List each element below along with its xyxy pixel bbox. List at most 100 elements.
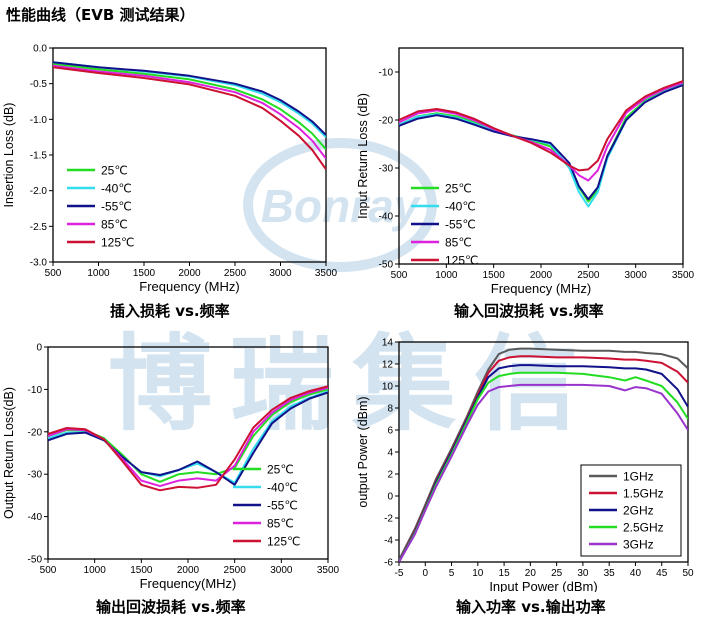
- series-line--55C: [399, 84, 683, 201]
- y-tick-label: -40: [379, 212, 394, 223]
- series-line--55C: [53, 61, 326, 136]
- y-tick-label: 8: [387, 404, 393, 415]
- caption-insertion-loss: 插入损耗 vs.频率: [110, 302, 230, 320]
- y-tick-label: -30: [379, 164, 394, 175]
- x-tick-label: 1500: [130, 565, 153, 576]
- caption-input-vs-output-power: 输入功率 vs.输出功率: [456, 598, 606, 616]
- y-tick-label: 0: [387, 492, 393, 503]
- x-tick-label: 2500: [224, 268, 247, 279]
- series-line-125C: [53, 66, 326, 170]
- x-tick-label: 3500: [315, 268, 338, 279]
- y-tick-label: -20: [379, 116, 394, 127]
- legend-label: -55℃: [445, 218, 476, 232]
- x-tick-label: 5: [449, 568, 455, 579]
- x-tick-label: 500: [40, 565, 57, 576]
- legend-label: 25℃: [101, 164, 128, 178]
- legend-label: 3GHz: [623, 538, 654, 552]
- y-tick-label: -0.5: [30, 79, 48, 90]
- legend-label: -40℃: [445, 200, 476, 214]
- y-tick-label: -2.0: [30, 186, 48, 197]
- legend-label: 2.5GHz: [623, 521, 664, 535]
- x-tick-label: 1500: [133, 268, 156, 279]
- caption-input-return-loss: 输入回波损耗 vs.频率: [454, 302, 604, 320]
- y-tick-label: -50: [379, 260, 394, 271]
- x-tick-label: 3000: [269, 268, 292, 279]
- y-tick-label: -1.5: [30, 151, 48, 162]
- x-tick-label: 1500: [483, 270, 506, 281]
- x-tick-label: 20: [525, 568, 537, 579]
- legend-label: -55℃: [267, 499, 298, 513]
- chart-output-return-loss: 500 1000 1500 2000 2500 3000 3500 0 -10 -20 -30 -40…: [2, 343, 340, 592]
- x-axis-label: Frequency (MHz): [491, 281, 591, 296]
- x-tick-label: 1000: [87, 268, 110, 279]
- y-tick-label: -4: [384, 536, 393, 547]
- chart-input-return-loss: 500 1000 1500 2000 2500 3000 3500 -10 -20 -30 -40 -…: [356, 47, 695, 296]
- legend-label: 85℃: [445, 236, 472, 250]
- y-tick-label: 4: [387, 448, 393, 459]
- chart-input-vs-output-power: -5 0 5 10 15 20 25 30 35 40 45 5014121086420-2-4-6I…: [356, 338, 694, 593]
- x-tick-label: 3000: [625, 270, 648, 281]
- y-axis-label: Input Return Loss (dB): [356, 93, 370, 219]
- legend-label: -55℃: [101, 200, 132, 214]
- y-tick-label: 14: [382, 338, 394, 349]
- legend-label: 125℃: [445, 254, 479, 268]
- x-tick-label: 35: [604, 568, 616, 579]
- y-axis-label: Insertion Loss (dB): [2, 103, 16, 208]
- x-tick-label: 2500: [577, 270, 600, 281]
- y-axis-label: Output Return Loss(dB): [2, 387, 16, 519]
- y-tick-label: 6: [387, 426, 393, 437]
- series-line-125C: [399, 80, 683, 172]
- legend-label: 25℃: [445, 182, 472, 196]
- x-tick-label: 500: [45, 268, 62, 279]
- y-tick-label: -20: [28, 427, 43, 438]
- series-line-125C: [48, 385, 328, 492]
- y-tick-label: 12: [382, 360, 394, 371]
- caption-output-return-loss: 输出回波损耗 vs.频率: [96, 598, 246, 616]
- x-tick-label: 2000: [530, 270, 553, 281]
- x-tick-label: 50: [682, 568, 694, 579]
- x-tick-label: 45: [656, 568, 668, 579]
- legend-box: [580, 464, 682, 557]
- legend-label: -40℃: [267, 481, 298, 495]
- y-tick-label: -2: [384, 514, 393, 525]
- legend-label: 85℃: [101, 218, 128, 232]
- x-tick-label: 15: [499, 568, 511, 579]
- legend-label: 1GHz: [623, 470, 654, 484]
- x-tick-label: 2000: [177, 565, 200, 576]
- x-tick-label: 2000: [178, 268, 201, 279]
- x-tick-label: -5: [395, 568, 404, 579]
- y-tick-label: -10: [379, 68, 394, 79]
- series-line--55C: [48, 391, 328, 486]
- series-line-85C: [399, 81, 683, 182]
- legend-label: -40℃: [101, 182, 132, 196]
- x-tick-label: 40: [630, 568, 642, 579]
- x-axis-label: Frequency (MHz): [139, 279, 239, 294]
- x-tick-label: 25: [551, 568, 563, 579]
- x-tick-label: 3500: [317, 565, 340, 576]
- series-line--40C: [53, 61, 326, 138]
- y-tick-label: 0.0: [33, 44, 47, 55]
- x-axis-label: Input Power (dBm): [489, 579, 597, 592]
- x-tick-label: 0: [422, 568, 428, 579]
- y-tick-label: -30: [28, 470, 43, 481]
- x-tick-label: 500: [391, 270, 408, 281]
- y-tick-label: -3.0: [30, 258, 48, 269]
- y-tick-label: -1.0: [30, 115, 48, 126]
- plot-frame: [398, 47, 684, 265]
- series-line-85C: [53, 64, 326, 160]
- y-tick-label: 2: [387, 470, 393, 481]
- series-line-25C: [53, 62, 326, 150]
- x-tick-label: 30: [577, 568, 589, 579]
- y-tick-label: -6: [384, 558, 393, 569]
- x-axis-label: Frequency(MHz): [140, 576, 237, 591]
- x-tick-label: 1000: [84, 565, 107, 576]
- legend-label: 125℃: [101, 236, 135, 250]
- y-tick-label: 0: [36, 343, 42, 354]
- y-axis-label: output Power (dBm): [356, 396, 370, 507]
- legend-label: 125℃: [267, 535, 301, 549]
- page-title: 性能曲线（EVB 测试结果）: [6, 6, 195, 24]
- y-tick-label: -40: [28, 512, 43, 523]
- legend-label: 85℃: [267, 517, 294, 531]
- x-tick-label: 2500: [224, 565, 247, 576]
